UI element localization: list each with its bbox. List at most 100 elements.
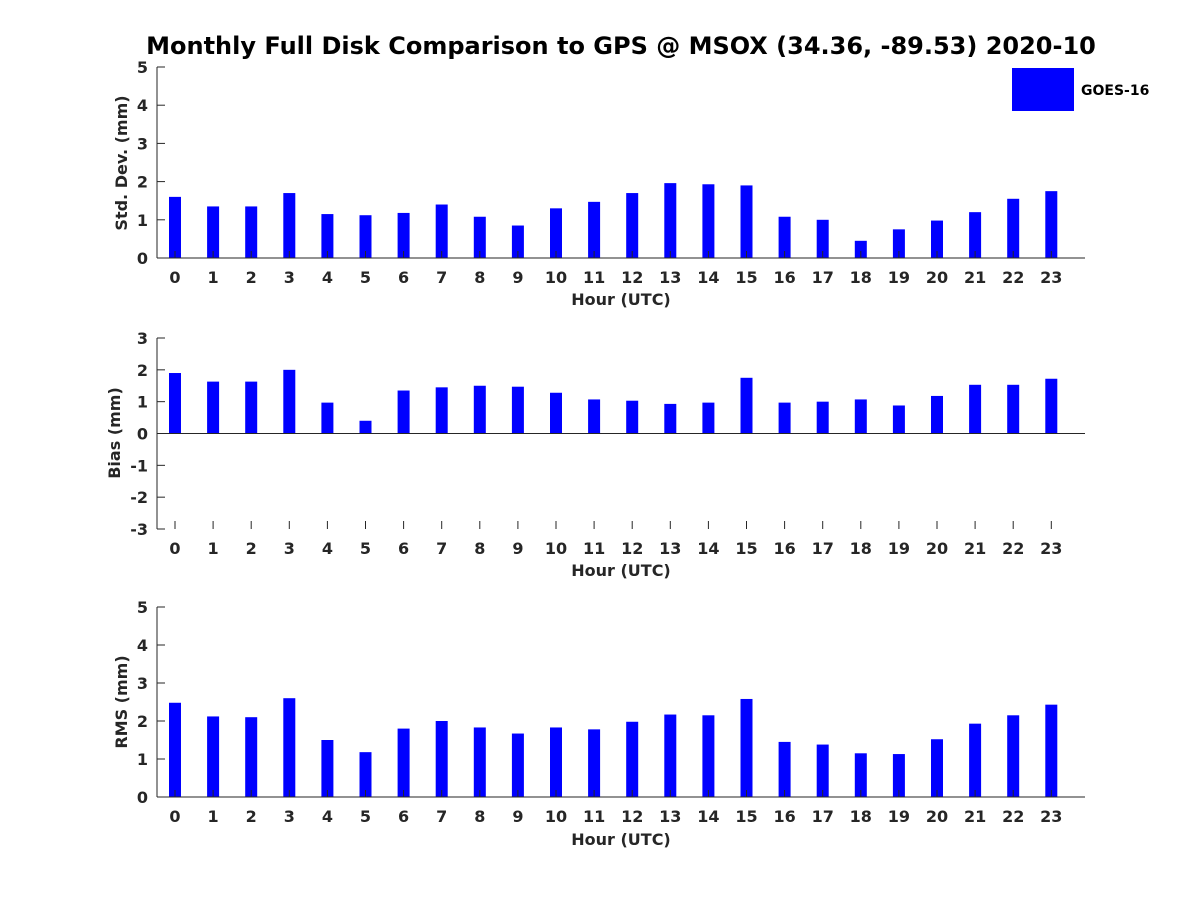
rms-x-tick-label: 5: [360, 807, 371, 826]
std-dev-x-tick-label: 9: [512, 268, 523, 287]
rms-bar: [321, 740, 334, 797]
std-dev-bar: [321, 214, 334, 258]
std-dev-bar: [702, 184, 715, 258]
bias-bar: [931, 395, 943, 434]
std-dev-y-tick-label: 5: [137, 58, 148, 77]
bias-bar: [892, 405, 905, 434]
bias-x-tick-label: 4: [322, 539, 333, 558]
bias-x-tick-label: 17: [812, 539, 834, 558]
rms-x-tick-label: 20: [926, 807, 948, 826]
std-dev-x-tick-label: 0: [169, 268, 180, 287]
rms-x-tick-label: 21: [964, 807, 986, 826]
std-dev-x-tick-label: 23: [1040, 268, 1062, 287]
rms-x-tick-label: 18: [850, 807, 872, 826]
std-dev-bar: [588, 201, 601, 258]
rms-y-tick-label: 1: [137, 750, 148, 769]
bias-x-tick-label: 6: [398, 539, 409, 558]
bias-x-axis-label: Hour (UTC): [571, 561, 671, 580]
bias-bar: [1045, 378, 1058, 434]
std-dev-bar: [892, 229, 905, 258]
bias-bar: [283, 369, 296, 434]
rms-bar: [664, 714, 677, 797]
rms-bar: [1007, 715, 1020, 797]
rms-bar: [207, 716, 220, 797]
std-dev-y-tick-label: 2: [137, 173, 148, 192]
rms-x-tick-label: 0: [169, 807, 180, 826]
rms-bar: [626, 721, 639, 797]
legend-label: GOES-16: [1081, 83, 1149, 99]
bias-x-tick-label: 11: [583, 539, 605, 558]
bias-x-tick-label: 20: [926, 539, 948, 558]
bias-bar: [169, 373, 181, 434]
rms-bar: [169, 702, 181, 797]
rms-bar: [588, 729, 601, 797]
chart-title: Monthly Full Disk Comparison to GPS @ MS…: [146, 32, 1096, 60]
std-dev-x-tick-label: 15: [735, 268, 757, 287]
bias-y-axis-label: Bias (mm): [105, 387, 124, 479]
rms-x-tick-label: 6: [398, 807, 409, 826]
std-dev-y-tick-label: 3: [137, 134, 148, 153]
bias-bar: [1007, 384, 1020, 434]
bias-y-tick-label: 3: [137, 329, 148, 348]
legend-swatch: [1012, 68, 1074, 111]
rms-bar: [854, 753, 867, 797]
std-dev-bar: [816, 219, 829, 258]
std-dev-x-tick-label: 1: [208, 268, 219, 287]
bias-y-tick-label: 0: [137, 425, 148, 444]
bias-bar: [397, 390, 410, 434]
bias-x-tick-label: 0: [169, 539, 180, 558]
rms-x-tick-label: 22: [1002, 807, 1024, 826]
std-dev-bar: [207, 206, 220, 258]
bias-x-tick-label: 15: [735, 539, 757, 558]
bias-bar: [588, 399, 601, 434]
std-dev-bar: [969, 212, 982, 258]
rms-x-tick-label: 16: [773, 807, 795, 826]
rms-bar: [511, 733, 524, 797]
rms-bar: [778, 741, 791, 797]
bias-x-tick-label: 14: [697, 539, 719, 558]
rms-x-tick-label: 10: [545, 807, 567, 826]
rms-x-tick-label: 9: [512, 807, 523, 826]
std-dev-x-tick-label: 3: [284, 268, 295, 287]
std-dev-bar: [664, 183, 677, 258]
rms-bar: [397, 728, 410, 797]
std-dev-bar: [283, 193, 296, 258]
std-dev-x-tick-label: 8: [474, 268, 485, 287]
bias-x-tick-label: 8: [474, 539, 485, 558]
rms-y-axis-label: RMS (mm): [112, 655, 131, 748]
std-dev-y-axis-label: Std. Dev. (mm): [112, 95, 131, 230]
rms-bar: [435, 721, 448, 797]
rms-x-tick-label: 3: [284, 807, 295, 826]
bias-x-tick-label: 7: [436, 539, 447, 558]
rms-x-tick-label: 11: [583, 807, 605, 826]
std-dev-x-tick-label: 18: [850, 268, 872, 287]
rms-x-axis-label: Hour (UTC): [571, 830, 671, 849]
bias-x-tick-label: 22: [1002, 539, 1024, 558]
bias-y-tick-label: -1: [130, 456, 148, 475]
std-dev-bar: [931, 220, 943, 258]
std-dev-x-tick-label: 5: [360, 268, 371, 287]
bias-bar: [359, 420, 372, 434]
bias-bar: [969, 384, 982, 434]
rms-bar: [245, 717, 258, 797]
rms-bar: [931, 739, 943, 797]
std-dev-bar: [550, 208, 562, 258]
std-dev-bar: [169, 196, 181, 258]
bias-bar: [854, 399, 867, 434]
bias-bar: [550, 392, 562, 434]
bias-x-tick-label: 13: [659, 539, 681, 558]
std-dev-x-tick-label: 19: [888, 268, 910, 287]
std-dev-x-tick-label: 12: [621, 268, 643, 287]
std-dev-bar: [626, 193, 639, 258]
rms-x-tick-label: 1: [208, 807, 219, 826]
std-dev-bar: [1045, 191, 1058, 258]
std-dev-x-tick-label: 21: [964, 268, 986, 287]
rms-y-tick-label: 0: [137, 788, 148, 807]
rms-bar: [283, 698, 296, 797]
std-dev-y-tick-label: 4: [137, 96, 148, 115]
std-dev-bar: [359, 215, 372, 258]
bias-bar: [435, 387, 448, 434]
std-dev-x-tick-label: 22: [1002, 268, 1024, 287]
bias-bar: [626, 400, 639, 434]
